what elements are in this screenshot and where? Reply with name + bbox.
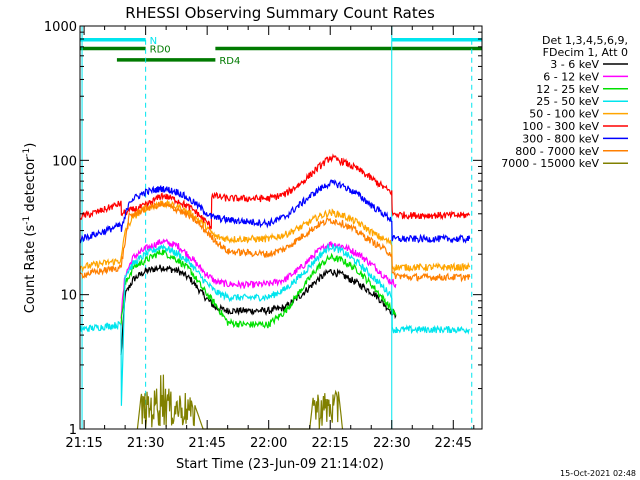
x-axis-label: Start Time (23-Jun-09 21:14:02) [176,457,384,472]
y-tick-label-3: 1000 [44,20,77,35]
y-label-mid: detector [23,156,38,216]
legend-header-1: Det 1,3,4,5,6,9, [542,34,628,47]
series-line-100-300-kev [79,153,471,231]
series-line-12-25-kev [120,248,397,329]
x-tick-label-1: 21:30 [127,436,164,451]
y-label-sup2: -1 [22,148,32,157]
y-label-end: ) [23,143,38,148]
x-tick-label-2: 21:45 [188,436,225,451]
y-tick-label-2: 100 [52,154,77,169]
legend-label-6-12-kev: 6 - 12 keV [543,70,599,83]
series-line-50-100-kev [79,199,471,273]
x-tick-label-3: 22:00 [250,436,287,451]
legend-label-25-50-kev: 25 - 50 keV [536,95,599,108]
chart-title: RHESSI Observing Summary Count Rates [125,4,435,22]
legend-label-12-25-kev: 12 - 25 keV [536,83,599,96]
x-tick-label-0: 21:15 [65,436,102,451]
plot-frame [79,25,483,430]
series-line-6-12-kev [120,238,397,319]
x-tick-label-5: 22:30 [373,436,410,451]
series-lines [79,153,471,430]
state-markers [81,26,473,429]
legend-label-800-7000-kev: 800 - 7000 keV [515,145,599,158]
series-line-300-800-kev [79,179,471,244]
x-tick-label-4: 22:15 [311,436,348,451]
footer-date: 15-Oct-2021 02:48 [560,469,636,478]
legend-label-300-800-kev: 300 - 800 keV [522,132,599,145]
legend: Det 1,3,4,5,6,9, FDecim 1, Att 0 3 - 6 k… [501,34,628,170]
y-label-main: Count Rate (s [23,225,38,314]
series-line-800-7000-kev [79,200,471,283]
flag-rd4-label: RD4 [219,56,240,67]
legend-label-50-100-kev: 50 - 100 keV [529,108,599,121]
series-line-25-50-kev [79,243,470,406]
legend-header-2: FDecim 1, Att 0 [543,46,628,59]
legend-label-7000-15000-kev: 7000 - 15000 keV [501,157,599,170]
legend-label-3-6-kev: 3 - 6 keV [550,58,599,71]
x-tick-label-6: 22:45 [435,436,472,451]
flag-rd0-label: RD0 [150,44,171,55]
y-tick-label-0: 1 [69,423,77,438]
y-label-sup1: -1 [22,216,32,225]
axis-ticks: 21:15 21:30 21:45 22:00 22:15 22:30 22:45 1 10 10… [44,20,482,451]
series-line-3-6-kev [120,264,397,355]
flag-n-label: N [150,36,157,47]
y-tick-label-1: 10 [60,289,77,304]
y-axis-label: Count Rate (s-1 detector-1) [22,143,38,314]
legend-label-100-300-kev: 100 - 300 keV [522,120,599,133]
series-line-7000-15000-kev [136,374,344,430]
